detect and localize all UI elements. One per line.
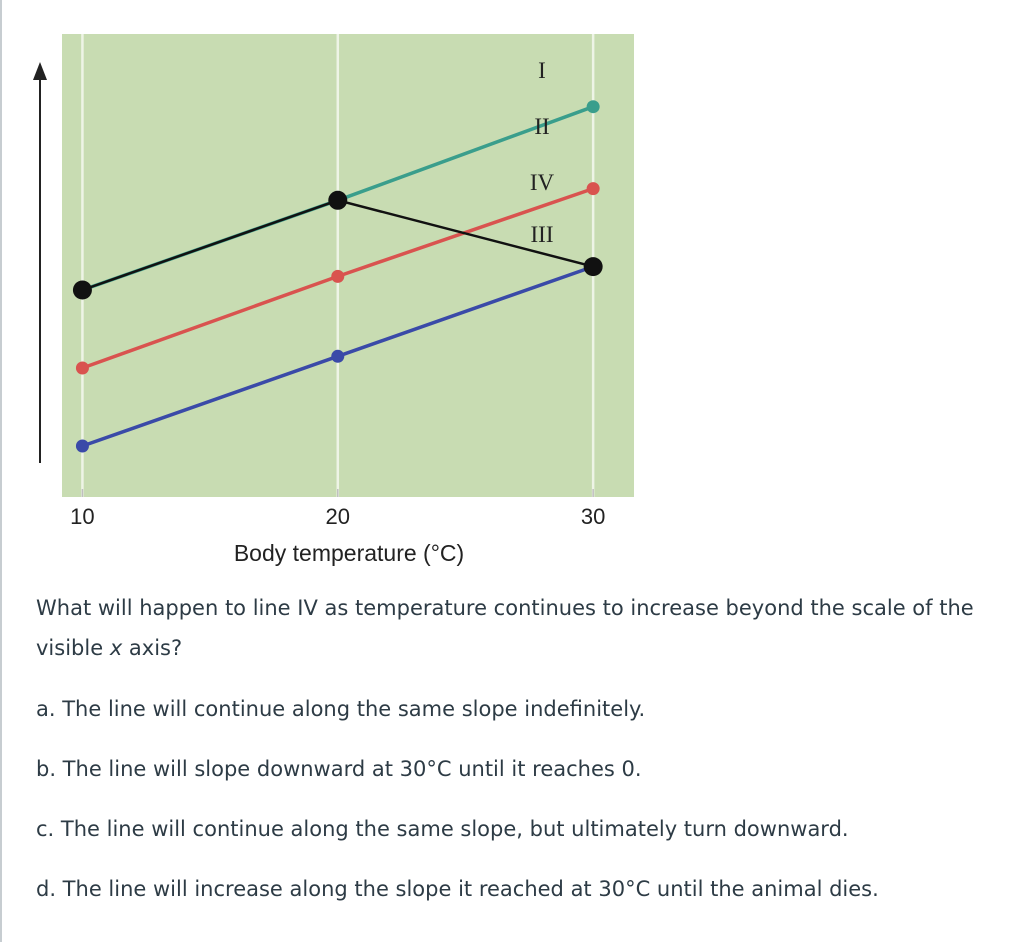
x-tick-label-20: 20 — [326, 504, 350, 529]
answer-option-c[interactable]: c. The line will continue along the same… — [36, 817, 849, 841]
answer-option-d[interactable]: d. The line will increase along the slop… — [36, 877, 879, 901]
answer-option-a[interactable]: a. The line will continue along the same… — [36, 697, 646, 721]
answer-option-b[interactable]: b. The line will slope downward at 30°C … — [36, 757, 642, 781]
left-border-rule — [0, 0, 2, 942]
series-label-ii: II — [534, 114, 549, 139]
point-ii-30 — [586, 182, 600, 196]
point-ii-20 — [331, 269, 345, 283]
y-axis-arrow-head — [33, 62, 47, 80]
x-axis-symbol: x — [109, 636, 123, 660]
series-label-i: I — [538, 58, 546, 83]
series-label-iii: III — [531, 222, 554, 247]
question-text-part-1: What will happen to line IV as temperatu… — [36, 596, 974, 660]
point-i-30 — [586, 100, 600, 114]
point-iv-10 — [72, 280, 92, 300]
point-iv-30 — [583, 257, 603, 277]
point-iv-20 — [328, 190, 348, 210]
x-tick-label-30: 30 — [581, 504, 605, 529]
point-iii-20 — [331, 349, 345, 363]
x-tick-label-10: 10 — [70, 504, 94, 529]
question-text: What will happen to line IV as temperatu… — [36, 588, 996, 668]
series-label-iv: IV — [530, 170, 555, 195]
question-text-part-2: axis? — [122, 636, 183, 660]
point-ii-10 — [75, 361, 89, 375]
x-axis-title: Body temperature (°C) — [234, 540, 464, 566]
point-iii-10 — [75, 439, 89, 453]
